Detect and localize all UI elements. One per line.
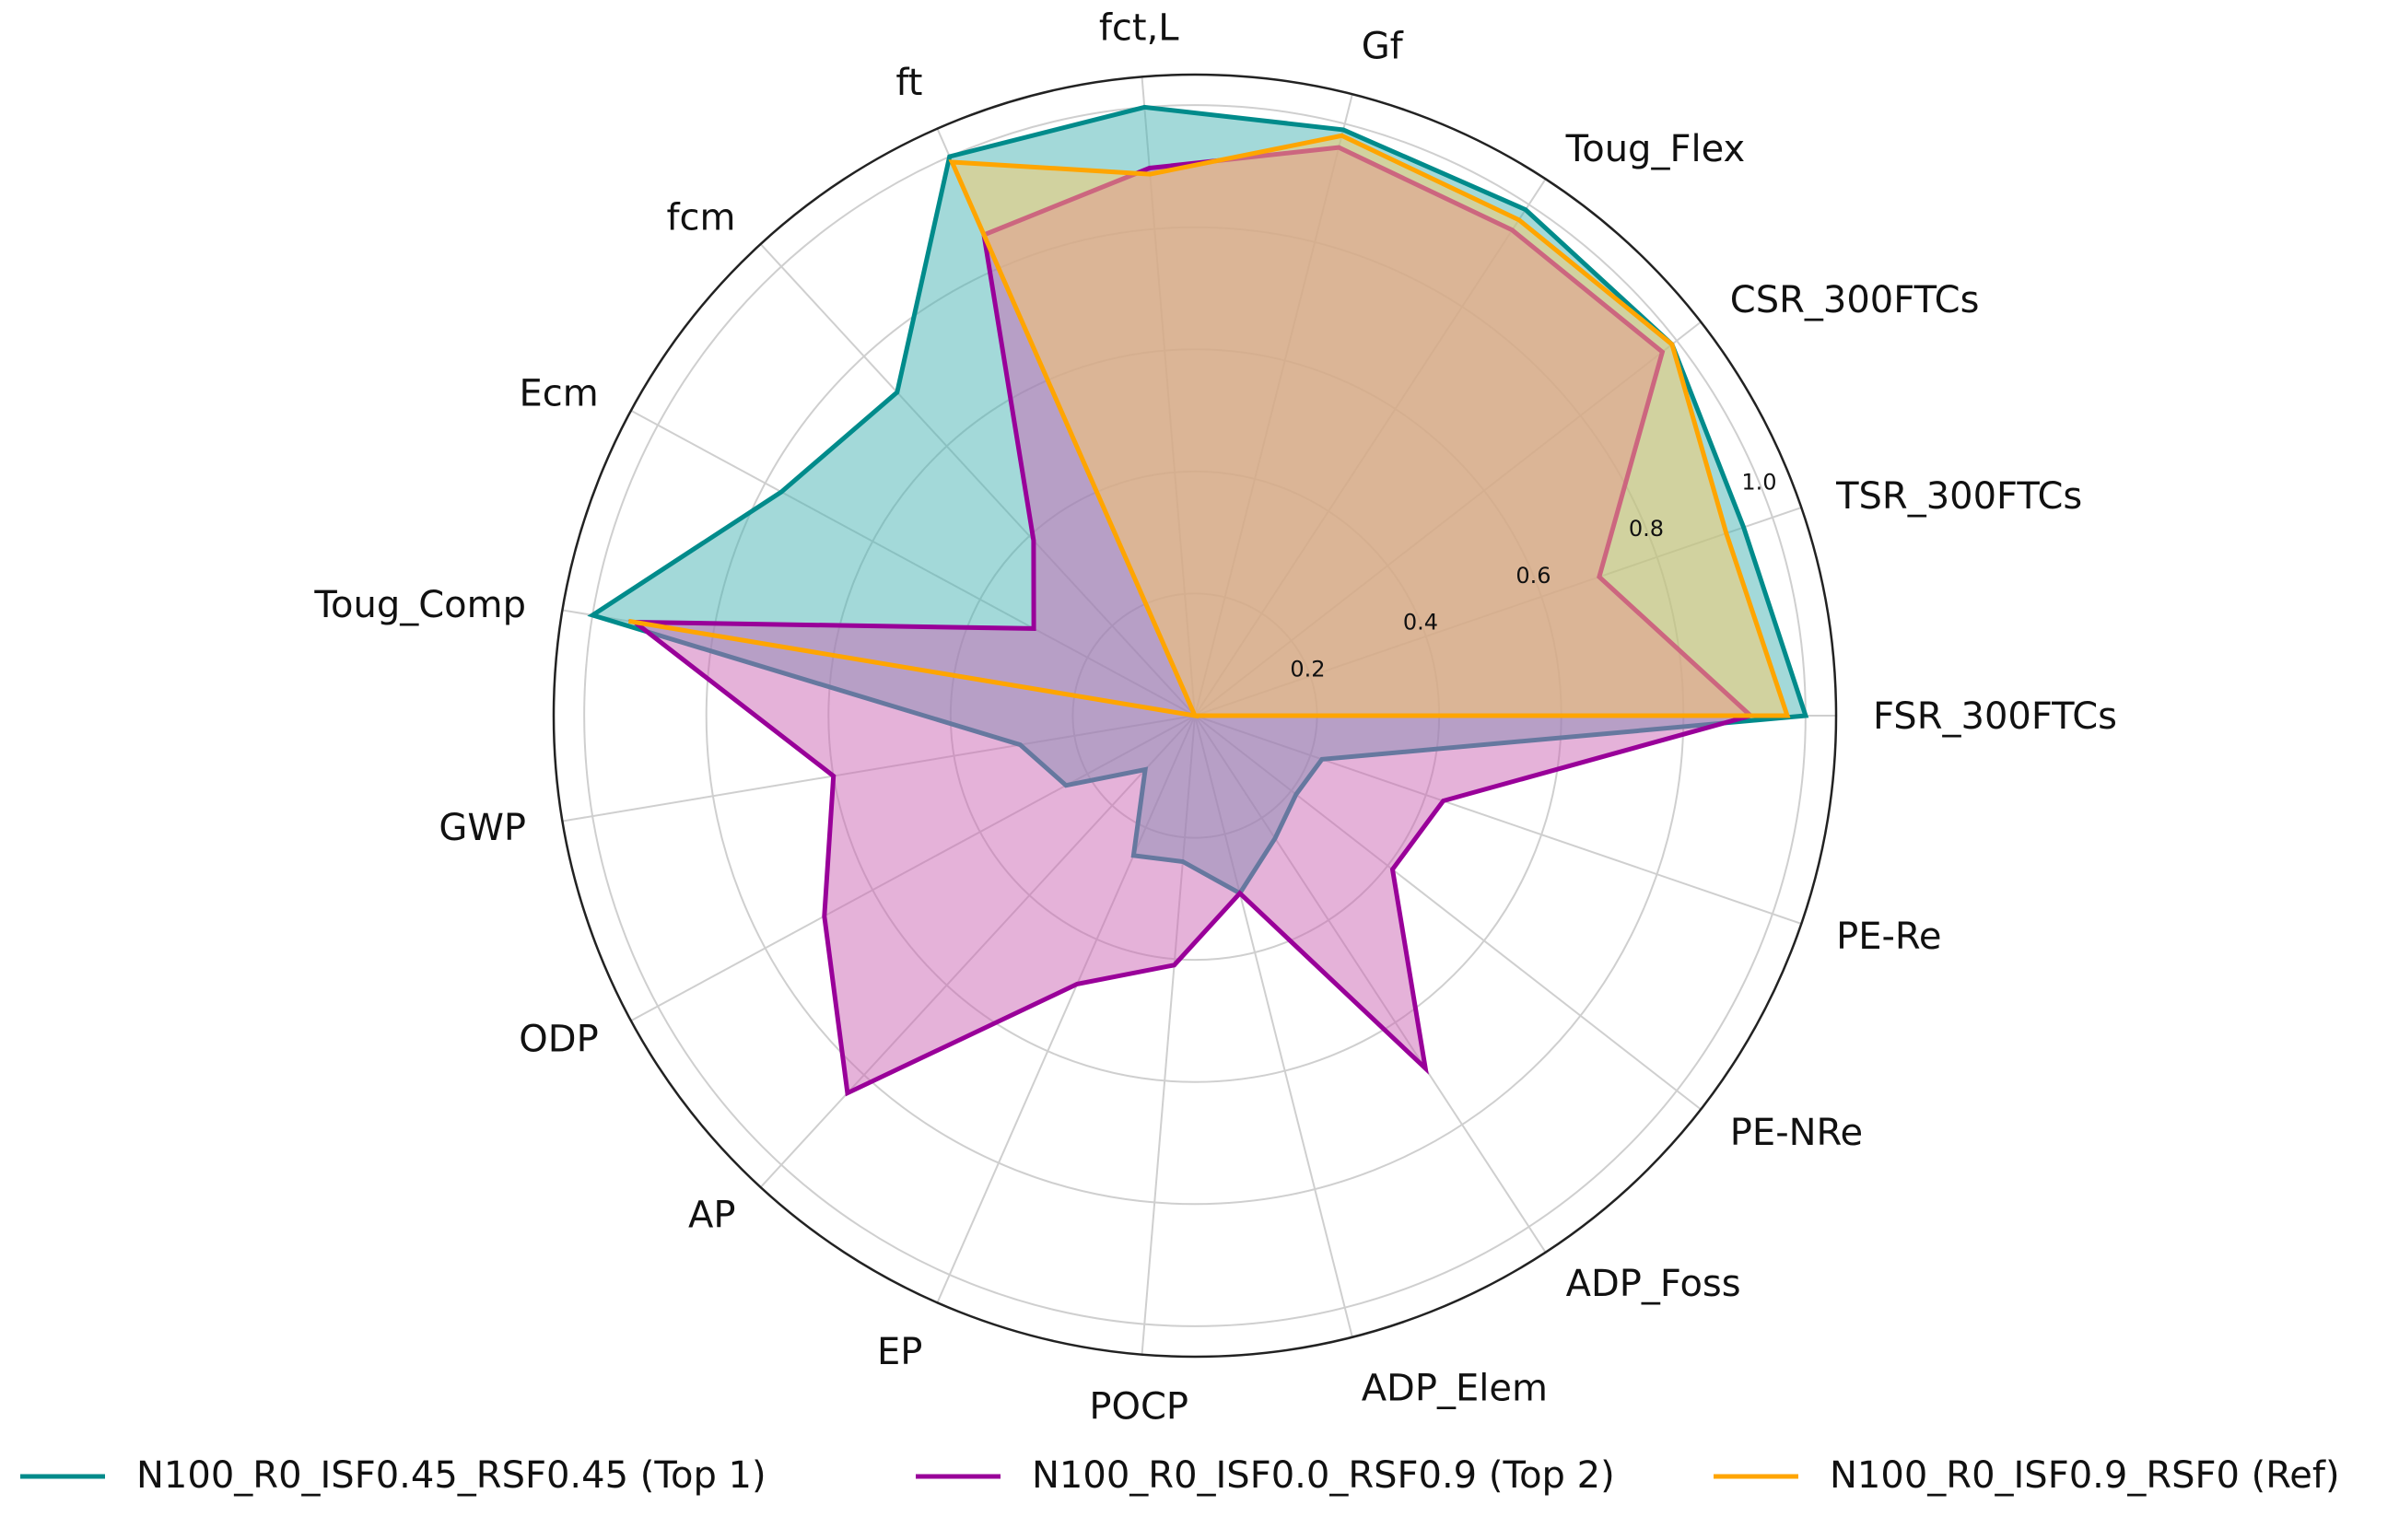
category-label-11: GWP bbox=[439, 807, 526, 849]
category-label-3: CSR_300FTCs bbox=[1730, 279, 1980, 321]
series-3-polygon bbox=[627, 133, 1791, 719]
legend: N100_R0_ISF0.45_RSF0.45 (Top 1) N100_R0_I… bbox=[20, 1454, 2340, 1497]
category-label-12: ODP bbox=[519, 1018, 598, 1060]
category-labels: FSR_300FTCs TSR_300FTCs CSR_300FTCs Toug_Fl… bbox=[313, 7, 2117, 1429]
radial-tick-label-4: 0.8 bbox=[1629, 516, 1664, 542]
radial-tick-label-1: 0.2 bbox=[1290, 656, 1325, 682]
category-label-15: POCP bbox=[1089, 1386, 1188, 1429]
category-label-10: Toug_Comp bbox=[313, 584, 526, 626]
category-label-17: ADP_Foss bbox=[1566, 1263, 1741, 1305]
radial-tick-label-2: 0.4 bbox=[1403, 610, 1438, 636]
legend-label-2: N100_R0_ISF0.0_RSF0.9 (Top 2) bbox=[1032, 1454, 1615, 1497]
radial-tick-label-3: 0.6 bbox=[1515, 563, 1551, 589]
category-label-1: FSR_300FTCs bbox=[1873, 695, 2117, 738]
radar-series bbox=[587, 104, 1809, 1097]
category-label-8: fcm bbox=[666, 197, 735, 239]
category-label-18: PE-NRe bbox=[1730, 1112, 1863, 1154]
category-label-16: ADP_Elem bbox=[1362, 1368, 1548, 1410]
category-label-13: AP bbox=[688, 1195, 735, 1237]
category-label-19: PE-Re bbox=[1836, 916, 1941, 958]
legend-label-3: N100_R0_ISF0.9_RSF0 (Ref) bbox=[1830, 1454, 2340, 1497]
category-label-7: ft bbox=[895, 62, 922, 104]
category-label-14: EP bbox=[877, 1331, 922, 1373]
radar-frame bbox=[552, 73, 1838, 1359]
radial-tick-labels: 0.2 0.4 0.6 0.8 1.0 bbox=[1290, 469, 1776, 682]
legend-label-1: N100_R0_ISF0.45_RSF0.45 (Top 1) bbox=[136, 1454, 767, 1497]
category-label-2: TSR_300FTCs bbox=[1835, 475, 2082, 518]
category-label-9: Ecm bbox=[519, 373, 598, 415]
outer-frame bbox=[552, 73, 1838, 1359]
radial-tick-label-5: 1.0 bbox=[1741, 469, 1776, 495]
category-label-4: Toug_Flex bbox=[1565, 128, 1746, 170]
category-label-5: Gf bbox=[1362, 26, 1404, 68]
category-label-6: fct,L bbox=[1099, 7, 1179, 50]
